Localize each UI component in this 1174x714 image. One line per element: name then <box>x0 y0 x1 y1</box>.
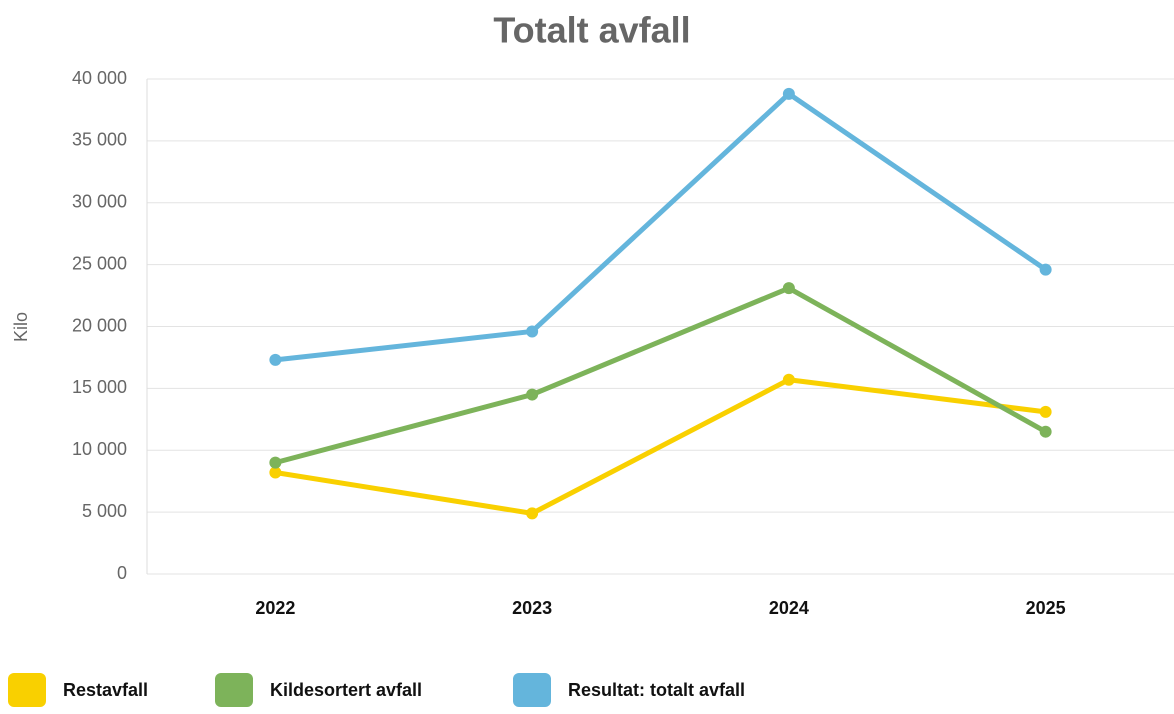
point <box>782 373 795 386</box>
legend-swatch <box>215 673 253 707</box>
legend-label: Resultat: totalt avfall <box>568 680 745 700</box>
x-tick-label: 2025 <box>1026 598 1066 618</box>
y-tick-label: 40 000 <box>72 68 127 88</box>
point <box>269 353 282 366</box>
x-tick-label: 2024 <box>769 598 809 618</box>
x-tick-label: 2023 <box>512 598 552 618</box>
y-tick-label: 10 000 <box>72 439 127 459</box>
point <box>526 325 539 338</box>
point <box>269 466 282 479</box>
y-tick-label: 30 000 <box>72 192 127 212</box>
point <box>782 87 795 100</box>
point <box>526 507 539 520</box>
line <box>274 377 1046 516</box>
point <box>526 388 539 401</box>
point <box>269 456 282 469</box>
legend-label: Restavfall <box>63 680 148 700</box>
point <box>782 282 795 295</box>
line <box>274 285 1047 466</box>
y-tick-label: 25 000 <box>72 253 127 273</box>
chart-title: Totalt avfall <box>493 10 690 51</box>
legend-label: Kildesortert avfall <box>270 680 422 700</box>
legend-swatch <box>8 673 46 707</box>
y-tick-label: 15 000 <box>72 377 127 397</box>
point <box>1039 425 1052 438</box>
point <box>1039 405 1052 418</box>
y-tick-label: 5 000 <box>82 501 127 521</box>
line <box>275 91 1048 363</box>
legend-swatch <box>513 673 551 707</box>
y-tick-label: 0 <box>117 563 127 583</box>
point <box>1039 263 1052 276</box>
y-tick-label: 35 000 <box>72 130 127 150</box>
y-axis-label: Kilo <box>11 312 31 342</box>
y-tick-label: 20 000 <box>72 315 127 335</box>
x-tick-label: 2022 <box>255 598 295 618</box>
